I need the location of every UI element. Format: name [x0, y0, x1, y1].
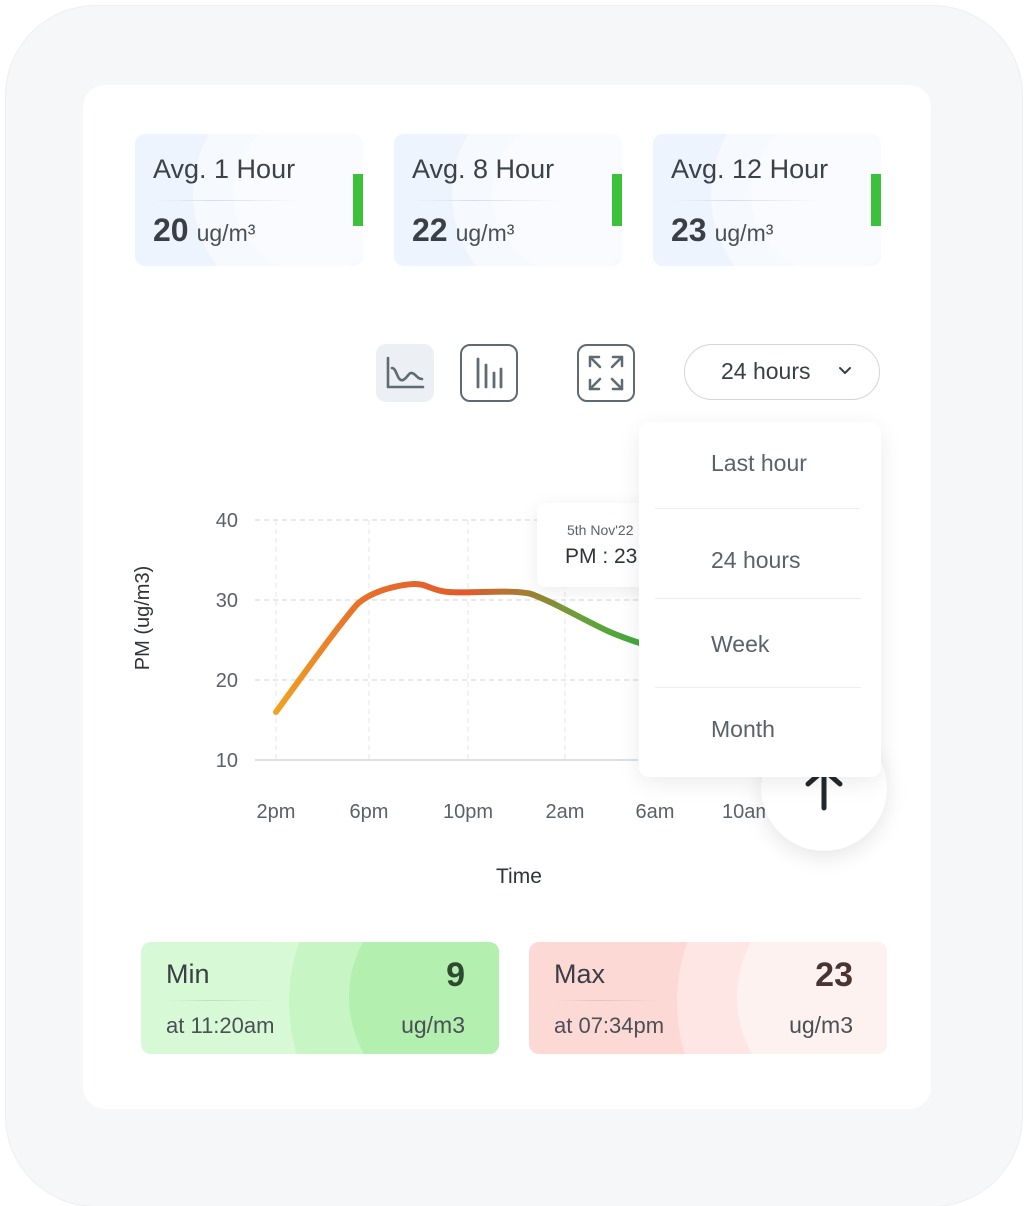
stat-unit: ug/m³: [714, 220, 774, 246]
option-week[interactable]: Week: [711, 631, 770, 657]
pm-dashboard-card: Avg. 1 Hour 20 ug/m³ Avg. 8 Hour 22 ug/m³ …: [83, 85, 931, 1109]
max-label: Max: [554, 959, 606, 989]
status-indicator: [612, 174, 622, 226]
divider: [655, 508, 861, 509]
stat-value: 23 ug/m³: [671, 212, 773, 249]
bar-chart-icon: [476, 357, 503, 389]
option-24-hours[interactable]: 24 hours: [711, 547, 801, 573]
max-value: 23: [815, 956, 853, 994]
stat-number: 22: [412, 212, 448, 248]
y-tick-label: 20: [216, 670, 238, 692]
time-range-dropdown: Last hour 24 hours Week Month: [639, 422, 881, 777]
stat-title: Avg. 1 Hour: [153, 154, 296, 184]
y-tick-label: 30: [216, 590, 238, 612]
option-month[interactable]: Month: [711, 716, 775, 742]
divider: [671, 200, 821, 201]
max-card: Max at 07:34pm 23 ug/m3: [529, 942, 887, 1054]
x-tick-label: 2pm: [257, 801, 296, 823]
divider: [655, 687, 861, 688]
avg-8-hour-card: Avg. 8 Hour 22 ug/m³: [394, 134, 622, 266]
divider: [655, 598, 861, 599]
stat-value: 22 ug/m³: [412, 212, 514, 249]
line-chart-icon: [386, 356, 425, 389]
series-line: [273, 580, 658, 715]
divider: [412, 200, 562, 201]
min-time: at 11:20am: [166, 1013, 275, 1038]
chevron-down-icon: [839, 367, 851, 374]
min-card: Min at 11:20am 9 ug/m3: [141, 942, 499, 1054]
tooltip-value: PM : 23: [565, 545, 638, 568]
y-tick-label: 10: [216, 750, 238, 772]
bar-chart-button[interactable]: [460, 344, 518, 402]
y-tick-label: 40: [216, 510, 238, 532]
avg-1-hour-card: Avg. 1 Hour 20 ug/m³: [135, 134, 363, 266]
status-indicator: [871, 174, 881, 226]
x-tick-label: 2am: [546, 801, 585, 823]
x-tick-label: 10am: [722, 801, 772, 823]
avg-12-hour-card: Avg. 12 Hour 23 ug/m³: [653, 134, 881, 266]
pm-line-chart: PM (ug/m3) 40 30 20 10 2pm 6pm 10pm 2am 6am 10am: [132, 510, 772, 823]
stat-number: 23: [671, 212, 707, 248]
decor-arc: [737, 942, 887, 1054]
min-unit: ug/m3: [401, 1012, 465, 1038]
stat-number: 20: [153, 212, 189, 248]
stat-title: Avg. 8 Hour: [412, 154, 555, 184]
stat-unit: ug/m³: [455, 220, 515, 246]
stat-title: Avg. 12 Hour: [671, 154, 829, 184]
option-last-hour[interactable]: Last hour: [711, 450, 807, 476]
expand-icon: [588, 355, 624, 391]
stat-value: 20 ug/m³: [153, 212, 255, 249]
min-value: 9: [446, 956, 465, 994]
max-time: at 07:34pm: [554, 1013, 665, 1038]
divider: [153, 200, 303, 201]
max-unit: ug/m3: [789, 1012, 853, 1038]
stat-unit: ug/m³: [196, 220, 256, 246]
divider: [166, 1000, 276, 1001]
tooltip-date: 5th Nov'22: [567, 522, 634, 538]
x-tick-label: 10pm: [443, 801, 493, 823]
line-chart-button[interactable]: [376, 344, 434, 402]
time-range-select[interactable]: 24 hours: [684, 344, 880, 400]
time-range-value: 24 hours: [721, 358, 811, 384]
fullscreen-button[interactable]: [577, 344, 635, 402]
divider: [554, 1000, 664, 1001]
status-indicator: [353, 174, 363, 226]
min-label: Min: [166, 959, 210, 989]
y-axis-title: PM (ug/m3): [132, 566, 154, 670]
x-axis-title: Time: [496, 865, 542, 888]
decor-arc: [349, 942, 499, 1054]
x-tick-label: 6am: [636, 801, 675, 823]
x-tick-label: 6pm: [350, 801, 389, 823]
